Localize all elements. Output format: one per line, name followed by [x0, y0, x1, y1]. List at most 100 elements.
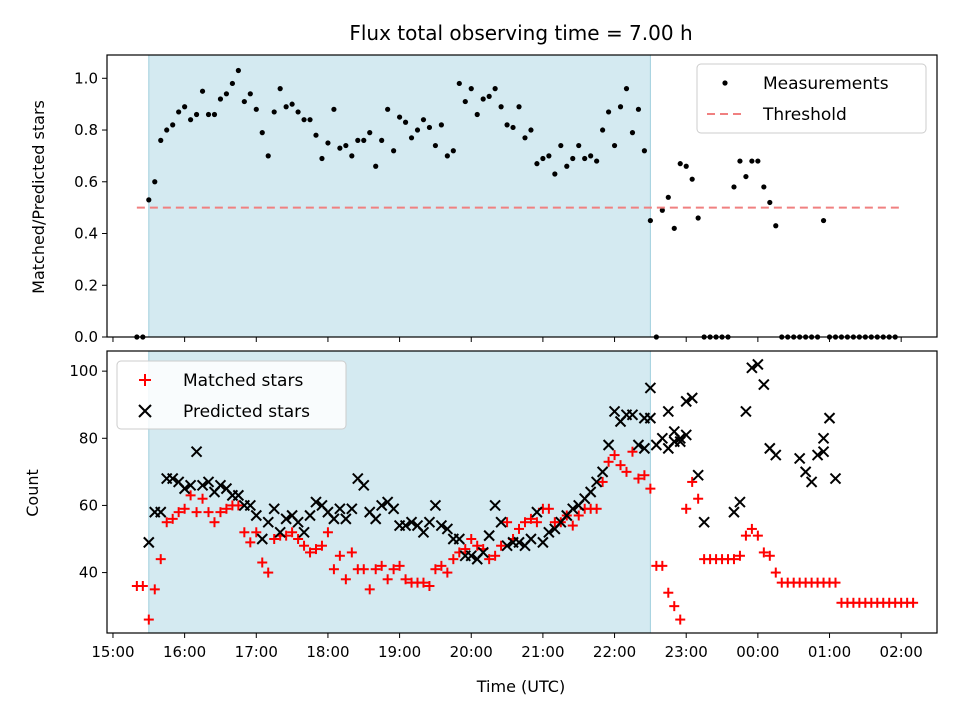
bottom-y-axis-label: Count: [23, 469, 42, 517]
matched-star-point: [257, 557, 268, 568]
predicted-star-point: [250, 509, 262, 522]
matched-star-point: [382, 574, 393, 585]
measurement-point: [456, 80, 462, 87]
matched-star-point: [693, 493, 704, 504]
measurement-point: [528, 127, 534, 133]
matched-star-point: [239, 527, 250, 538]
predicted-star-point: [495, 516, 507, 528]
measurement-point: [331, 106, 337, 112]
predicted-star-point: [405, 516, 418, 528]
predicted-star-point: [770, 449, 782, 461]
measurement-point: [217, 96, 224, 102]
predicted-star-point: [632, 439, 645, 451]
measurement-point: [600, 127, 606, 133]
predicted-star-point: [644, 382, 657, 394]
measurement-point: [767, 199, 773, 206]
predicted-star-point: [274, 526, 286, 538]
predicted-star-point: [525, 533, 537, 545]
matched-star-point: [621, 466, 632, 477]
predicted-star-point: [638, 442, 651, 455]
measurement-point: [414, 127, 421, 133]
measurement-point: [480, 96, 486, 102]
top-highlight-span: [148, 55, 651, 337]
matched-star-point: [675, 614, 686, 625]
measurement-point: [516, 104, 522, 110]
predicted-star-point: [758, 378, 770, 391]
top-marks: [134, 67, 902, 340]
measurement-point: [665, 194, 671, 200]
matched-star-point: [340, 574, 351, 585]
matched-star-point: [436, 560, 447, 571]
measurement-point: [235, 67, 241, 74]
matched-star-point: [245, 537, 256, 548]
predicted-star-point: [584, 486, 597, 498]
predicted-star-point: [537, 536, 549, 549]
matched-star-point: [531, 517, 542, 528]
measurement-point: [355, 137, 361, 143]
predicted-star-point: [214, 479, 227, 491]
predicted-star-point: [465, 550, 477, 562]
matched-star-point: [484, 554, 495, 565]
x-tick-label: 15:00: [91, 643, 134, 661]
measurement-point: [349, 153, 355, 159]
matched-star-point: [191, 507, 202, 518]
matched-star-point: [633, 473, 644, 484]
predicted-star-point: [334, 503, 346, 515]
matched-star-point: [734, 550, 745, 561]
matched-star-point: [573, 510, 584, 521]
matched-star-point: [310, 544, 321, 555]
matched-star-point: [299, 540, 310, 551]
predicted-star-point: [417, 526, 430, 538]
matched-star-point: [221, 503, 232, 514]
measurement-point: [385, 106, 391, 112]
matched-star-point: [358, 564, 369, 575]
matched-star-point: [740, 530, 751, 541]
measurement-point: [223, 91, 230, 97]
predicted-star-point: [369, 513, 382, 525]
matched-star-point: [830, 577, 841, 588]
top-y-tick-label: 0.2: [74, 276, 98, 294]
matched-star-point: [269, 534, 280, 544]
measurement-point: [283, 104, 289, 110]
matched-star-point: [597, 476, 608, 487]
predicted-star-point: [686, 392, 698, 404]
predicted-star-point: [823, 412, 836, 424]
bottom-axes-frame: [106, 350, 938, 634]
predicted-star-point: [399, 519, 412, 532]
predicted-star-point: [811, 449, 824, 461]
measurement-point: [420, 117, 427, 123]
measurement-point: [211, 111, 218, 118]
legend-label: Matched stars: [183, 371, 303, 391]
matched-star-point: [424, 581, 435, 591]
measurement-point: [558, 142, 564, 149]
measurement-point: [176, 109, 182, 115]
matched-star-point: [645, 483, 656, 494]
matched-star-point: [137, 581, 148, 591]
measurement-point: [444, 153, 450, 159]
matched-star-point: [525, 513, 536, 524]
predicted-star-point: [155, 506, 167, 518]
bottom-marks: [131, 358, 919, 625]
predicted-star-point: [817, 432, 830, 444]
matched-star-point: [758, 547, 769, 558]
predicted-star-point: [375, 499, 388, 512]
matched-star-point: [746, 523, 757, 534]
measurement-point: [307, 117, 313, 123]
predicted-star-point: [190, 446, 203, 458]
bottom-y-tick-label: 40: [79, 564, 98, 582]
measurement-point: [737, 158, 743, 164]
predicted-star-point: [184, 479, 197, 491]
predicted-star-point: [423, 516, 436, 528]
measurement-point: [611, 142, 618, 149]
matched-star-point: [519, 517, 530, 528]
matched-star-point: [591, 503, 602, 514]
matched-star-point: [687, 476, 698, 487]
measurement-point: [187, 117, 194, 123]
predicted-star-point: [692, 469, 704, 481]
predicted-star-point: [501, 540, 513, 552]
matched-star-point: [305, 547, 316, 558]
top-y-tick-label: 0.6: [74, 173, 98, 191]
measurement-point: [498, 104, 504, 110]
legend-label: Measurements: [763, 74, 889, 94]
measurement-point: [755, 158, 761, 164]
